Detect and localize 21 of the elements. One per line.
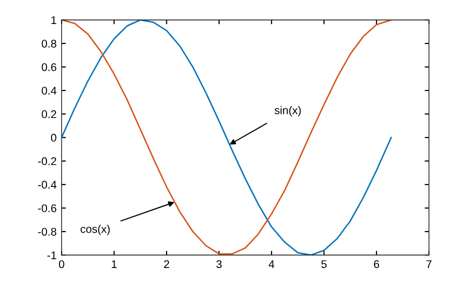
y-tick-label: 0.2 xyxy=(42,110,56,118)
x-tick-label: 7 xyxy=(426,260,432,268)
x-tick-label: 6 xyxy=(374,260,380,268)
y-tick-label: 0.8 xyxy=(42,40,56,48)
y-tick-label: -0.8 xyxy=(38,228,56,236)
y-tick-label: 0.4 xyxy=(42,86,56,95)
y-tick-label: -1 xyxy=(47,251,56,260)
x-tick-label: 2 xyxy=(164,260,170,268)
y-tick-label: -0.4 xyxy=(38,180,56,189)
y-tick-label: 1 xyxy=(51,16,56,24)
x-tick-label: 4 xyxy=(268,260,274,268)
x-tick-label: 0 xyxy=(58,260,64,268)
x-tick-label: 5 xyxy=(321,260,327,268)
y-tick-label: 0.6 xyxy=(42,63,56,72)
annotation: cos(x) xyxy=(80,224,110,236)
y-tick-label: -0.2 xyxy=(38,157,56,166)
y-tick-label: -0.6 xyxy=(38,204,56,212)
annotation: sin(x) xyxy=(274,106,301,116)
x-tick-label: 3 xyxy=(216,260,222,268)
x-tick-label: 1 xyxy=(112,260,117,268)
y-tick-label: 0 xyxy=(51,134,56,142)
